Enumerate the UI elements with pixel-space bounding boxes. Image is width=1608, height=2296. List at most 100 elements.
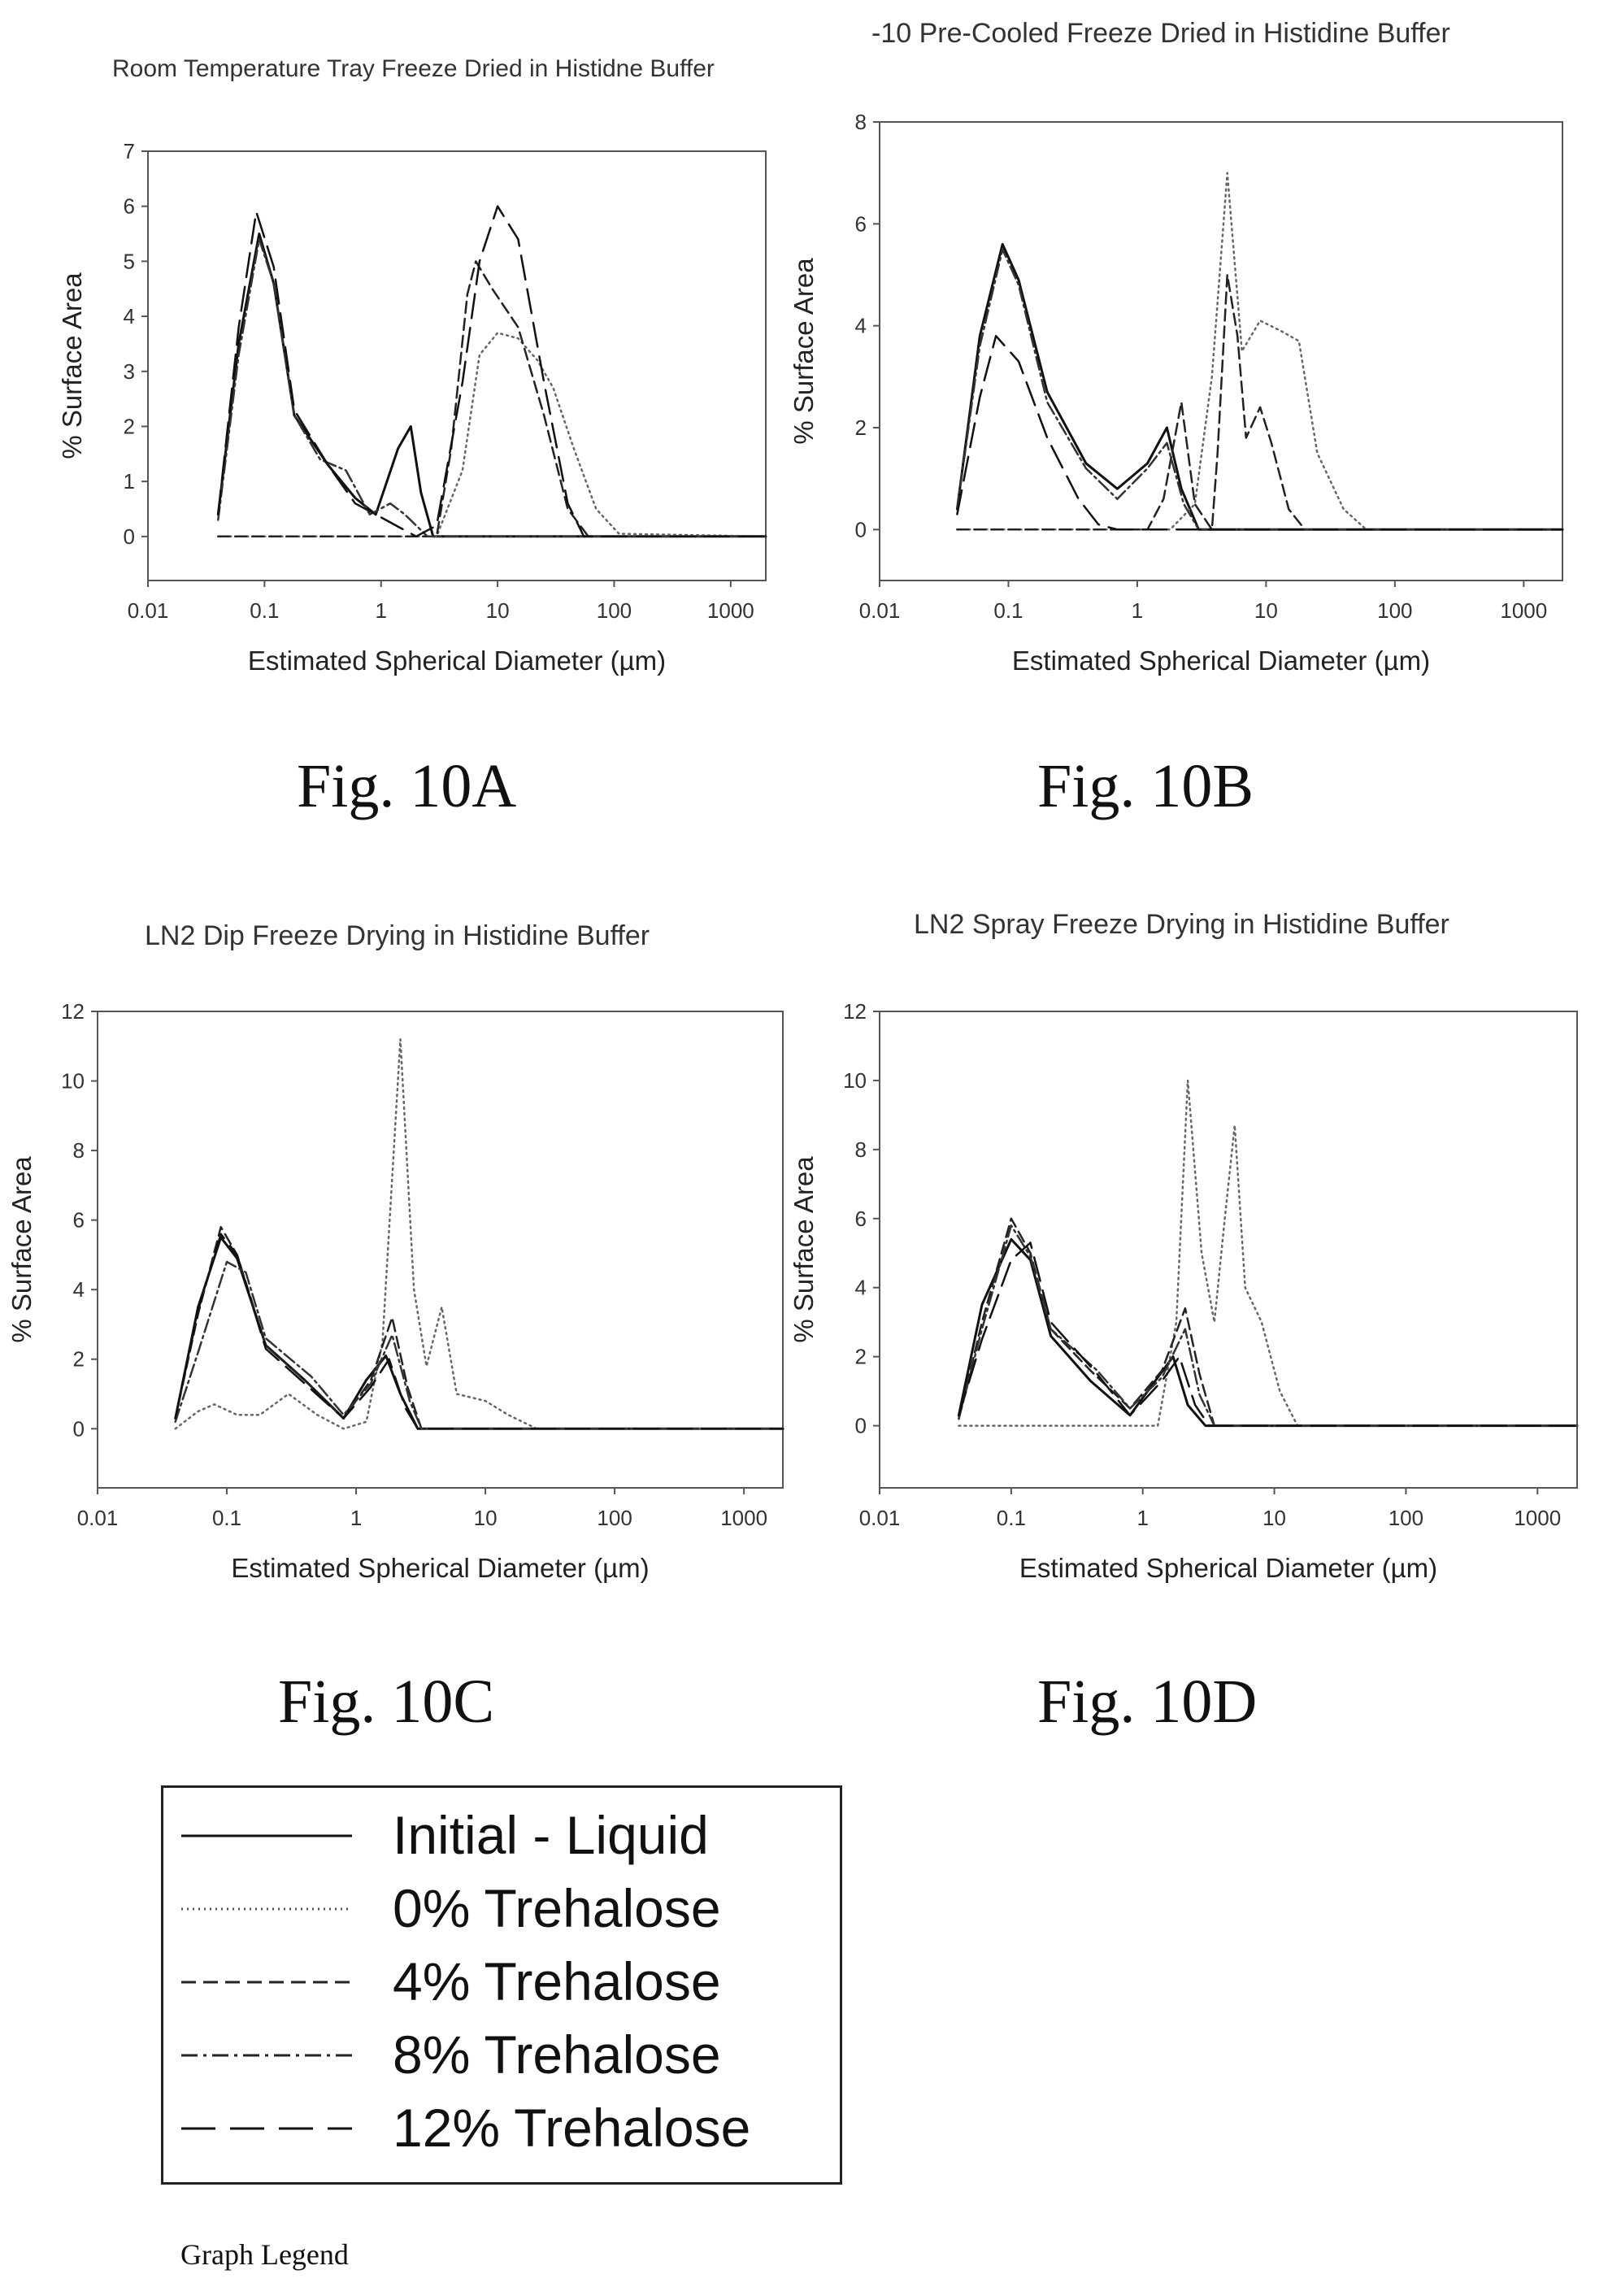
chart-title-a: Room Temperature Tray Freeze Dried in Hi… <box>112 55 715 82</box>
legend-label: 0% Trehalose <box>393 1878 721 1938</box>
series-line-4-trehalose <box>174 1225 784 1430</box>
x-tick-label: 1 <box>1132 598 1143 623</box>
legend-label: Initial - Liquid <box>393 1805 709 1865</box>
legend-swatch-dashdot <box>181 2054 352 2057</box>
fig-label-a: Fig. 10A <box>297 752 517 820</box>
legend-item-initial-liquid: Initial - Liquid <box>163 1799 840 1872</box>
x-tick-label: 1 <box>376 598 387 623</box>
plot-frame <box>97 1011 784 1489</box>
y-tick-label: 10 <box>61 1069 85 1094</box>
series-line-0-trehalose <box>217 332 767 538</box>
plot-d: 0.01 0.1 1 10 100 1000 0 2 4 6 8 10 12 Estimated Sphe… <box>789 999 1579 1583</box>
legend: Initial - Liquid 0% Trehalose 4% Trehalo… <box>161 1785 842 2185</box>
x-tick-label: 1000 <box>720 1506 767 1530</box>
y-tick-label: 12 <box>61 999 85 1024</box>
plot-b: 0.01 0.1 1 10 100 1000 0 2 4 6 8 Estimated Spherica… <box>789 110 1564 676</box>
chart-title-d: LN2 Spray Freeze Drying in Histidine Buf… <box>914 909 1449 940</box>
fig-label-d: Fig. 10D <box>1037 1668 1258 1736</box>
series-line-0-trehalose <box>958 1079 1579 1427</box>
legend-item-12-trehalose: 12% Trehalose <box>163 2092 840 2165</box>
y-tick-label: 10 <box>843 1068 867 1093</box>
legend-label: 8% Trehalose <box>393 2024 721 2085</box>
legend-caption: Graph Legend <box>180 2238 349 2271</box>
series-line-8-trehalose <box>956 248 1564 531</box>
chart-title-c: LN2 Dip Freeze Drying in Histidine Buffe… <box>145 920 650 951</box>
x-tick-label: 100 <box>597 1506 632 1530</box>
y-tick-label: 6 <box>73 1208 85 1233</box>
series-line-initial-liquid <box>955 242 1564 531</box>
series-line-8-trehalose <box>217 238 767 538</box>
fig-label-c: Fig. 10C <box>278 1668 495 1736</box>
x-axis-title: Estimated Spherical Diameter (µm) <box>1019 1553 1437 1583</box>
legend-swatch-solid <box>181 1834 352 1837</box>
y-tick-label: 2 <box>855 1345 867 1369</box>
y-tick-label: 3 <box>124 359 135 384</box>
x-tick-label: 0.01 <box>859 598 901 623</box>
y-tick-label: 4 <box>855 314 867 338</box>
y-tick-label: 0 <box>73 1416 85 1441</box>
plot-frame <box>147 150 767 581</box>
y-tick-label: 4 <box>855 1276 867 1300</box>
series-line-12-trehalose <box>956 334 1564 531</box>
plot-c: 0.01 0.1 1 10 100 1000 0 2 4 6 8 10 12 Estimated Sphe… <box>7 999 784 1583</box>
y-axis-title: % Surface Area <box>57 272 87 459</box>
y-tick-label: 6 <box>124 194 135 219</box>
x-tick-label: 100 <box>1377 598 1412 623</box>
legend-item-8-trehalose: 8% Trehalose <box>163 2019 840 2092</box>
y-tick-label: 4 <box>124 304 135 328</box>
x-tick-label: 100 <box>1389 1506 1423 1530</box>
y-tick-label: 6 <box>855 1207 867 1231</box>
y-tick-label: 5 <box>124 249 135 273</box>
y-axis-title: % Surface Area <box>7 1156 37 1343</box>
y-tick-label: 6 <box>855 211 867 236</box>
series-line-initial-liquid <box>957 1237 1579 1428</box>
x-axis-title: Estimated Spherical Diameter (µm) <box>231 1553 649 1583</box>
legend-swatch-longdash <box>181 2127 352 2130</box>
series-line-0-trehalose <box>956 172 1564 531</box>
series-line-8-trehalose <box>958 1224 1579 1427</box>
legend-item-4-trehalose: 4% Trehalose <box>163 1946 840 2019</box>
x-axis-title: Estimated Spherical Diameter (µm) <box>1012 646 1430 676</box>
series-line-8-trehalose <box>174 1260 784 1430</box>
y-tick-label: 12 <box>843 999 867 1024</box>
series-line-initial-liquid <box>216 233 767 538</box>
y-tick-label: 8 <box>855 110 867 134</box>
x-tick-label: 10 <box>1262 1506 1286 1530</box>
plot-frame <box>879 121 1563 581</box>
legend-label: 4% Trehalose <box>393 1951 721 2011</box>
series-line-12-trehalose <box>958 1241 1579 1427</box>
x-tick-label: 1 <box>350 1506 362 1530</box>
legend-swatch-dashed <box>181 1981 352 1984</box>
x-tick-label: 10 <box>474 1506 498 1530</box>
x-tick-label: 0.1 <box>212 1506 241 1530</box>
y-tick-label: 8 <box>855 1137 867 1162</box>
plot-frame <box>879 1011 1578 1489</box>
plot-a: 0.01 0.1 1 10 100 1000 0 1 2 3 4 5 6 7 Estimated Spher… <box>57 139 767 676</box>
x-tick-label: 0.1 <box>993 598 1023 623</box>
y-tick-label: 7 <box>124 139 135 163</box>
x-axis-title: Estimated Spherical Diameter (µm) <box>248 646 666 676</box>
x-tick-label: 1 <box>1136 1506 1148 1530</box>
y-axis-title: % Surface Area <box>789 258 819 445</box>
fig-label-b: Fig. 10B <box>1037 752 1254 820</box>
x-tick-label: 0.01 <box>128 598 169 623</box>
x-tick-label: 1000 <box>707 598 754 623</box>
series-line-12-trehalose <box>217 205 767 538</box>
chart-title-b: -10 Pre-Cooled Freeze Dried in Histidine… <box>871 18 1450 49</box>
y-tick-label: 2 <box>124 414 135 438</box>
x-tick-label: 1000 <box>1514 1506 1561 1530</box>
y-tick-label: 0 <box>855 517 867 541</box>
legend-label: 12% Trehalose <box>393 2098 751 2158</box>
y-tick-label: 1 <box>124 469 135 494</box>
x-tick-label: 100 <box>597 598 632 623</box>
series-line-0-trehalose <box>174 1037 784 1430</box>
x-tick-label: 1000 <box>1500 598 1547 623</box>
y-tick-label: 2 <box>855 415 867 440</box>
x-tick-label: 0.01 <box>859 1506 901 1530</box>
x-tick-label: 0.1 <box>997 1506 1026 1530</box>
legend-item-0-trehalose: 0% Trehalose <box>163 1872 840 1946</box>
x-tick-label: 0.01 <box>77 1506 119 1530</box>
y-tick-label: 8 <box>73 1138 85 1163</box>
x-tick-label: 10 <box>1254 598 1278 623</box>
